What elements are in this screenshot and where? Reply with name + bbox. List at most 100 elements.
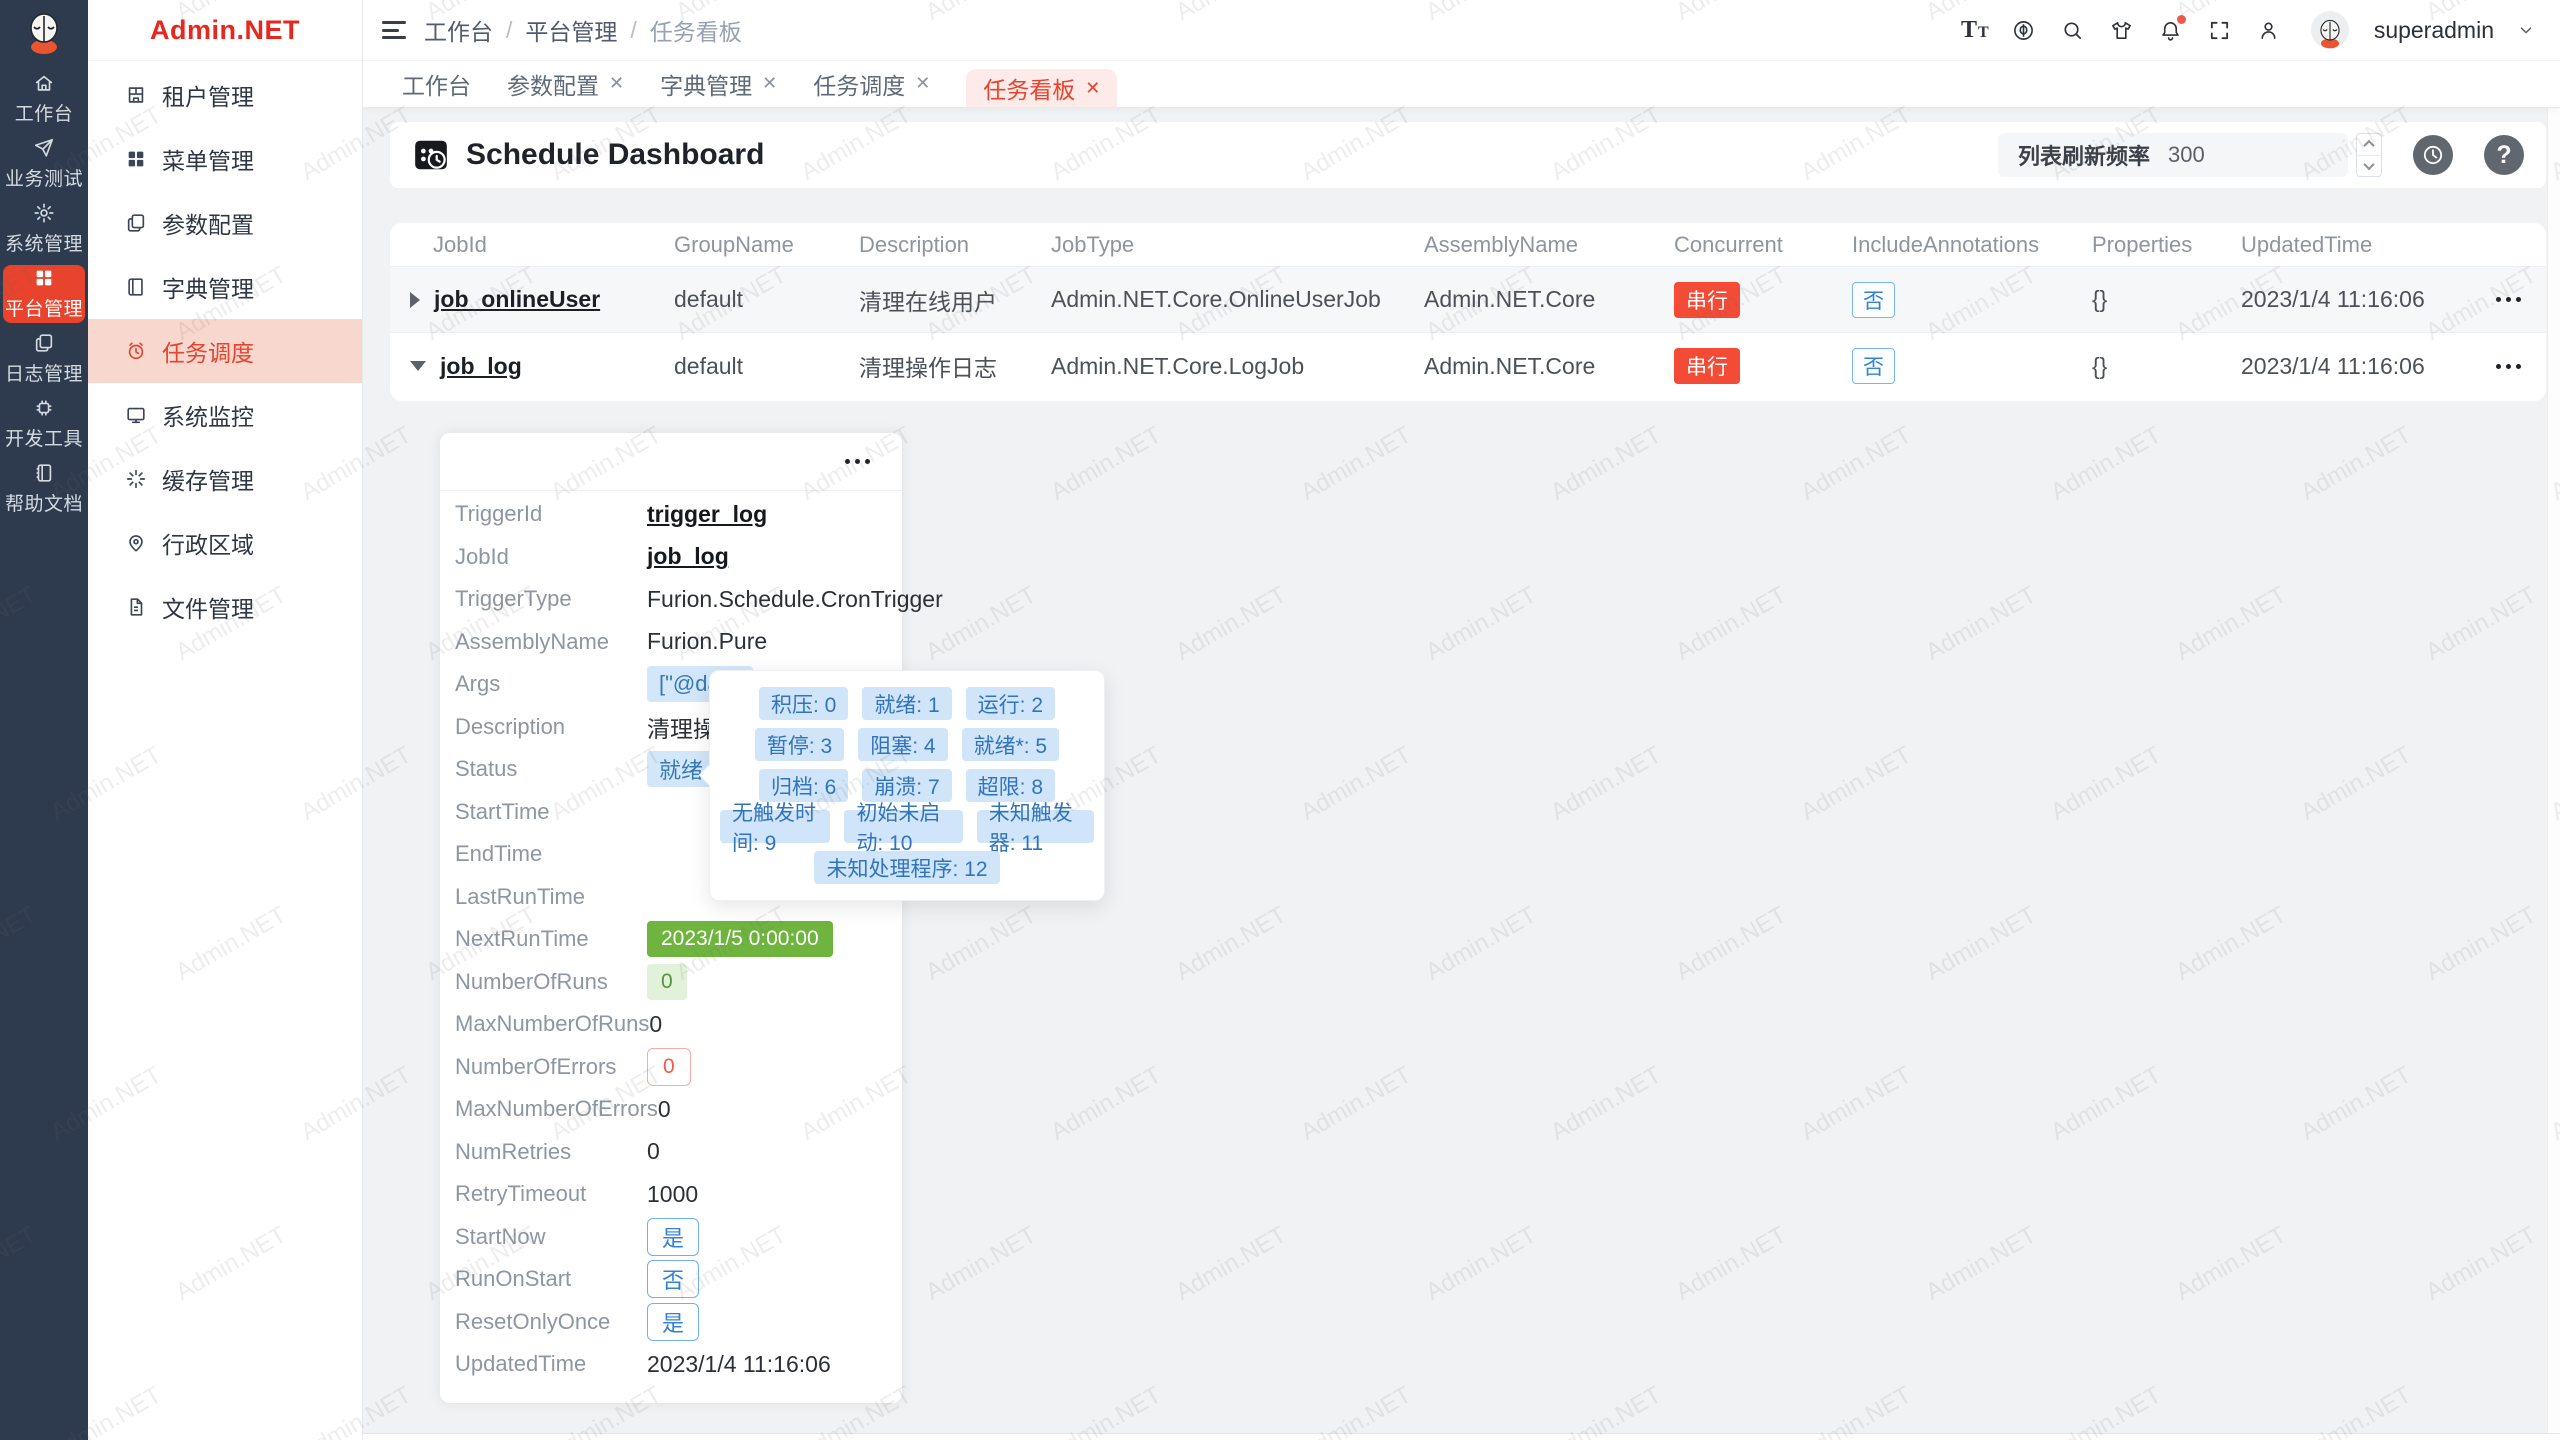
app-logo[interactable] [0,0,88,66]
notebook-icon [36,464,52,482]
more-actions-icon[interactable] [2490,291,2527,308]
sidebar-item-tenant[interactable]: 租户管理 [88,63,362,127]
fullscreen-icon[interactable] [2207,17,2233,43]
tab-params[interactable]: 参数配置 ✕ [507,60,624,107]
status-tag[interactable]: 就绪 [647,751,716,788]
field-label: TriggerType [455,586,572,612]
gear-icon [34,203,54,223]
column-header[interactable]: JobId [433,231,487,257]
tenant-building-icon [128,87,144,103]
more-actions-icon[interactable] [2490,358,2527,375]
job-id-link[interactable]: job_onlineUser [434,286,601,312]
rail-item-dev-tools[interactable]: 开发工具 [3,395,85,453]
copy-docs-icon [35,334,53,352]
sidebar-item-menu-mgmt[interactable]: 菜单管理 [88,127,362,191]
rail-item-help-docs[interactable]: 帮助文档 [3,460,85,518]
sidebar-item-cache[interactable]: 缓存管理 [88,447,362,511]
collapse-icon[interactable] [410,361,426,371]
field-label: MaxNumberOfErrors [455,1096,658,1122]
column-header[interactable]: IncludeAnnotations [1852,231,2040,257]
tab-dictionary[interactable]: 字典管理 ✕ [660,60,777,107]
table-header-row: JobId GroupName Description JobType Asse… [390,223,2546,267]
status-legend-badge: 暂停: 3 [754,728,845,761]
brand-logo-text[interactable]: Admin.NET [88,0,362,61]
language-icon[interactable] [2011,17,2037,43]
cell-description: 清理操作日志 [859,355,997,381]
job-id-link[interactable]: job_log [647,543,729,570]
more-actions-icon[interactable] [839,453,876,470]
tab-dashboard-active[interactable]: 任务看板 ✕ [966,69,1118,107]
rail-item-system-mgmt[interactable]: 系统管理 [3,200,85,258]
chevron-down-icon[interactable] [2517,21,2535,39]
breadcrumb-separator: / [630,16,637,43]
column-header[interactable]: Properties [2092,231,2193,257]
refresh-rate-input[interactable]: 列表刷新频率 300 [1998,133,2348,177]
column-header[interactable]: AssemblyName [1424,231,1579,257]
sidebar-item-dictionary[interactable]: 字典管理 [88,255,362,319]
sidebar-collapse-icon[interactable] [382,19,408,41]
table-row[interactable]: job_onlineUser default 清理在线用户 Admin.NET.… [390,267,2546,333]
trigger-id-link[interactable]: trigger_log [647,500,768,527]
rail-item-business-test[interactable]: 业务测试 [3,135,85,193]
sidebar-item-schedule[interactable]: 任务调度 [88,319,362,383]
job-id-link[interactable]: job_log [440,352,522,379]
sidebar-item-monitor[interactable]: 系统监控 [88,383,362,447]
column-header[interactable]: Description [859,231,970,257]
tab-close-icon[interactable]: ✕ [762,73,778,93]
rail-item-label: 业务测试 [4,169,83,190]
status-legend-badge: 无触发时间: 9 [720,802,831,855]
table-row[interactable]: job_log default 清理操作日志 Admin.NET.Core.Lo… [390,333,2546,399]
expand-icon[interactable] [410,291,420,308]
refresh-timer-button[interactable] [2413,135,2453,175]
field-label: LastRunTime [455,883,586,909]
mascot-logo-icon [30,13,58,54]
help-button[interactable]: ? [2484,135,2524,175]
secondary-sidebar: Admin.NET 租户管理 菜单管理 参数配置 字典管理 任务调度 [88,0,363,1440]
field-value: Furion.Pure [647,628,768,655]
rail-item-label: 开发工具 [4,429,83,450]
page-title-group: Schedule Dashboard [412,136,764,174]
tab-schedule[interactable]: 任务调度 ✕ [813,60,930,107]
refresh-rate-label: 列表刷新频率 [2018,144,2151,169]
tab-close-icon[interactable]: ✕ [1085,77,1101,98]
tab-workbench[interactable]: 工作台 [402,60,471,107]
field-value: Furion.Schedule.CronTrigger [647,585,943,612]
scrollbar-track[interactable] [2547,108,2560,1434]
stepper-up-icon[interactable] [2357,134,2381,155]
sidebar-item-label: 缓存管理 [162,468,254,494]
chip-icon [36,400,52,416]
field-label: NumberOfRuns [455,968,608,994]
tab-label: 工作台 [402,72,471,99]
breadcrumb-item[interactable]: 平台管理 [525,19,618,45]
toolbar-right: 列表刷新频率 300 ? [1998,133,2524,177]
status-legend-badge: 积压: 0 [758,687,849,720]
number-of-runs-tag: 0 [647,963,687,1000]
rail-item-log-mgmt[interactable]: 日志管理 [3,330,85,388]
tab-close-icon[interactable]: ✕ [609,73,625,93]
sidebar-item-files[interactable]: 文件管理 [88,575,362,639]
rail-item-workbench[interactable]: 工作台 [3,70,85,128]
rail-item-platform-mgmt[interactable]: 平台管理 [3,265,85,323]
tooltip-row: 未知处理程序: 12 [720,851,1094,884]
column-header[interactable]: GroupName [674,231,794,257]
sidebar-item-region[interactable]: 行政区域 [88,511,362,575]
stepper-down-icon[interactable] [2357,154,2381,177]
user-icon[interactable] [2256,17,2282,43]
tab-close-icon[interactable]: ✕ [915,73,931,93]
sidebar-item-params[interactable]: 参数配置 [88,191,362,255]
breadcrumb-separator: / [506,16,513,43]
breadcrumb-item[interactable]: 工作台 [424,19,493,45]
notification-bell-icon[interactable] [2158,15,2186,43]
theme-shirt-icon[interactable] [2109,17,2135,43]
column-header[interactable]: JobType [1051,231,1135,257]
username[interactable]: superadmin [2373,16,2494,43]
column-header[interactable]: UpdatedTime [2241,231,2373,257]
field-value: 0 [649,1010,663,1037]
rail-item-label: 日志管理 [4,364,83,385]
avatar[interactable] [2310,11,2349,49]
status-legend-badge: 未知触发器: 11 [976,802,1094,855]
search-icon[interactable] [2060,17,2086,43]
column-header[interactable]: Concurrent [1674,231,1783,257]
